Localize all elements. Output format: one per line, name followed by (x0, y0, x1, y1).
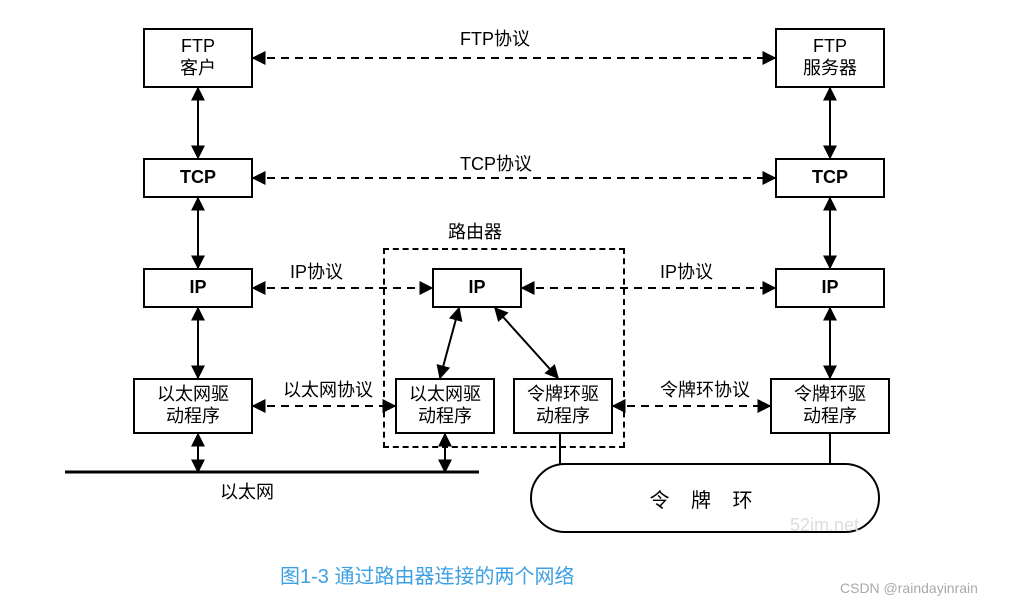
node-tcp-left: TCP (143, 158, 253, 198)
node-ip-left: IP (143, 268, 253, 308)
node-line1: FTP (181, 36, 215, 58)
label-ethernet: 以太网 (220, 478, 274, 504)
node-ftp-server: FTP 服务器 (775, 28, 885, 88)
node-line1: IP (189, 277, 206, 299)
node-line1: TCP (812, 167, 848, 189)
figure-caption: 图1-3 通过路由器连接的两个网络 (280, 560, 574, 589)
node-ethernet-driver-left: 以太网驱 动程序 (133, 378, 253, 434)
node-ethernet-driver-center: 以太网驱 动程序 (395, 378, 495, 434)
node-line1: 令牌环驱 (794, 384, 866, 406)
node-ftp-client: FTP 客户 (143, 28, 253, 88)
node-tokenring-driver-right: 令牌环驱 动程序 (770, 378, 890, 434)
token-ring-label: 令 牌 环 (649, 484, 760, 513)
node-line1: 以太网驱 (157, 384, 229, 406)
watermark-csdn: CSDN @raindayinrain (840, 580, 978, 596)
label-ip-protocol-left: IP协议 (290, 258, 343, 284)
node-line1: IP (468, 277, 485, 299)
node-tokenring-driver-center: 令牌环驱 动程序 (513, 378, 613, 434)
router-label: 路由器 (448, 218, 502, 244)
label-ip-protocol-right: IP协议 (660, 258, 713, 284)
diagram-container: 路由器 FTP 客户 FTP 服务器 TCP TCP IP IP IP 以太网驱… (0, 0, 1030, 608)
label-ethernet-protocol: 以太网协议 (283, 376, 373, 402)
node-ip-right: IP (775, 268, 885, 308)
node-line1: IP (821, 277, 838, 299)
label-tokenring-protocol: 令牌环协议 (660, 376, 750, 402)
node-line2: 服务器 (803, 58, 857, 80)
node-line2: 动程序 (166, 406, 220, 428)
label-ftp-protocol: FTP协议 (460, 25, 530, 51)
node-line1: 令牌环驱 (527, 384, 599, 406)
node-line1: TCP (180, 167, 216, 189)
node-tcp-right: TCP (775, 158, 885, 198)
node-line1: 以太网驱 (409, 384, 481, 406)
label-tcp-protocol: TCP协议 (460, 150, 532, 176)
node-line2: 动程序 (536, 406, 590, 428)
node-line1: FTP (813, 36, 847, 58)
watermark-site: 52im.net (790, 515, 859, 536)
node-line2: 客户 (180, 58, 216, 80)
node-ip-center: IP (432, 268, 522, 308)
node-line2: 动程序 (803, 406, 857, 428)
node-line2: 动程序 (418, 406, 472, 428)
